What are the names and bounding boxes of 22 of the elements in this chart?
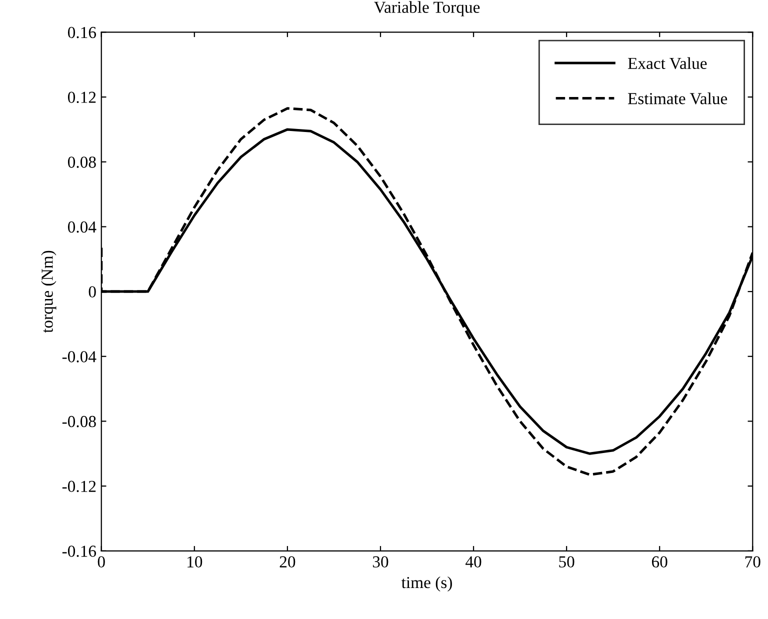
x-tick-label: 0 [98,556,105,568]
x-axis-title: time (s) [401,576,452,592]
y-tick-label: 0.16 [68,26,96,38]
x-tick-label: 70 [745,556,760,568]
x-tick-label: 10 [188,556,202,568]
y-tick-label: 0.04 [68,221,96,233]
y-tick-label: -0.12 [62,480,96,492]
x-tick-label: 20 [280,556,296,568]
y-tick-label: 0 [88,286,96,298]
x-tick-label: 30 [372,556,388,568]
x-tick-label: 60 [652,556,668,568]
x-tick-label: 50 [559,556,574,568]
y-tick-label: -0.08 [62,416,96,428]
y-tick-label: 0.08 [68,156,96,168]
y-tick-label: 0.12 [68,92,96,104]
y-tick-label: -0.04 [62,351,96,362]
y-axis-title: torque (Nm) [41,250,56,333]
x-tick-label: 40 [466,556,482,568]
legend-label: Estimate Value [628,92,728,104]
chart-title: Variable Torque [374,1,480,16]
legend-label: Exact Value [628,57,707,70]
y-tick-label: -0.16 [62,546,96,557]
